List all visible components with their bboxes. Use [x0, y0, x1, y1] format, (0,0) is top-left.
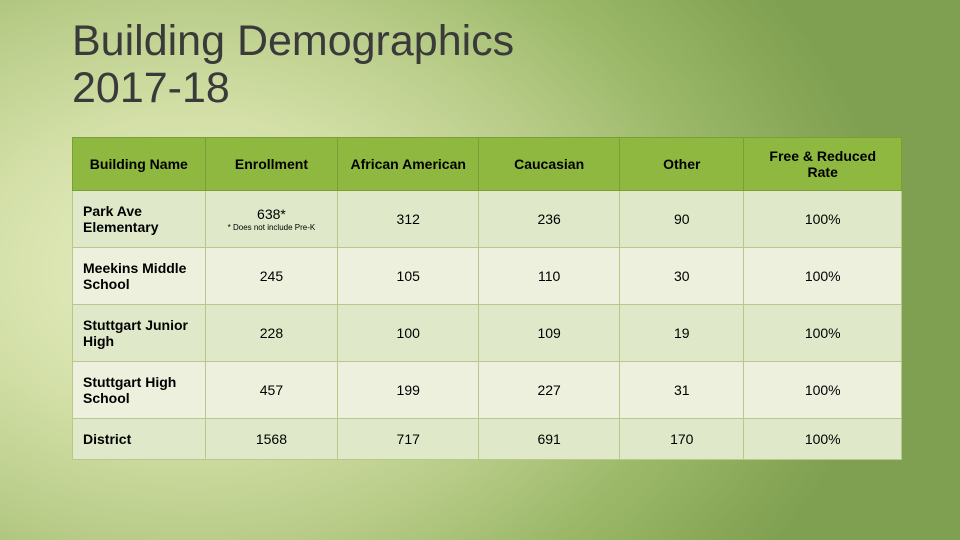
cell-other: 30: [620, 247, 744, 304]
enrollment-footnote: * Does not include Pre-K: [214, 224, 330, 232]
cell-caucasian: 691: [479, 418, 620, 459]
cell-caucasian: 236: [479, 190, 620, 247]
cell-building-name: Park Ave Elementary: [73, 190, 206, 247]
cell-free-reduced: 100%: [744, 190, 902, 247]
cell-other: 31: [620, 361, 744, 418]
table-row: Stuttgart High School45719922731100%: [73, 361, 902, 418]
cell-free-reduced: 100%: [744, 418, 902, 459]
cell-building-name: Meekins Middle School: [73, 247, 206, 304]
cell-free-reduced: 100%: [744, 304, 902, 361]
col-caucasian: Caucasian: [479, 137, 620, 190]
cell-free-reduced: 100%: [744, 361, 902, 418]
cell-caucasian: 109: [479, 304, 620, 361]
demographics-table: Building Name Enrollment African America…: [72, 137, 902, 460]
cell-other: 170: [620, 418, 744, 459]
table-row: Stuttgart Junior High22810010919100%: [73, 304, 902, 361]
cell-building-name: Stuttgart Junior High: [73, 304, 206, 361]
col-free-reduced: Free & Reduced Rate: [744, 137, 902, 190]
cell-african-american: 312: [338, 190, 479, 247]
cell-enrollment: 1568: [205, 418, 338, 459]
cell-enrollment: 457: [205, 361, 338, 418]
col-other: Other: [620, 137, 744, 190]
page-title: Building Demographics 2017-18: [72, 18, 900, 113]
cell-african-american: 100: [338, 304, 479, 361]
cell-enrollment: 245: [205, 247, 338, 304]
cell-african-american: 105: [338, 247, 479, 304]
cell-free-reduced: 100%: [744, 247, 902, 304]
cell-building-name: District: [73, 418, 206, 459]
col-african-american: African American: [338, 137, 479, 190]
cell-enrollment: 638** Does not include Pre-K: [205, 190, 338, 247]
cell-building-name: Stuttgart High School: [73, 361, 206, 418]
col-building-name: Building Name: [73, 137, 206, 190]
cell-other: 19: [620, 304, 744, 361]
table-header-row: Building Name Enrollment African America…: [73, 137, 902, 190]
cell-african-american: 717: [338, 418, 479, 459]
table-row: Park Ave Elementary638** Does not includ…: [73, 190, 902, 247]
cell-caucasian: 110: [479, 247, 620, 304]
cell-enrollment: 228: [205, 304, 338, 361]
cell-other: 90: [620, 190, 744, 247]
col-enrollment: Enrollment: [205, 137, 338, 190]
table-row: Meekins Middle School24510511030100%: [73, 247, 902, 304]
cell-caucasian: 227: [479, 361, 620, 418]
table-row: District1568717691170100%: [73, 418, 902, 459]
cell-african-american: 199: [338, 361, 479, 418]
